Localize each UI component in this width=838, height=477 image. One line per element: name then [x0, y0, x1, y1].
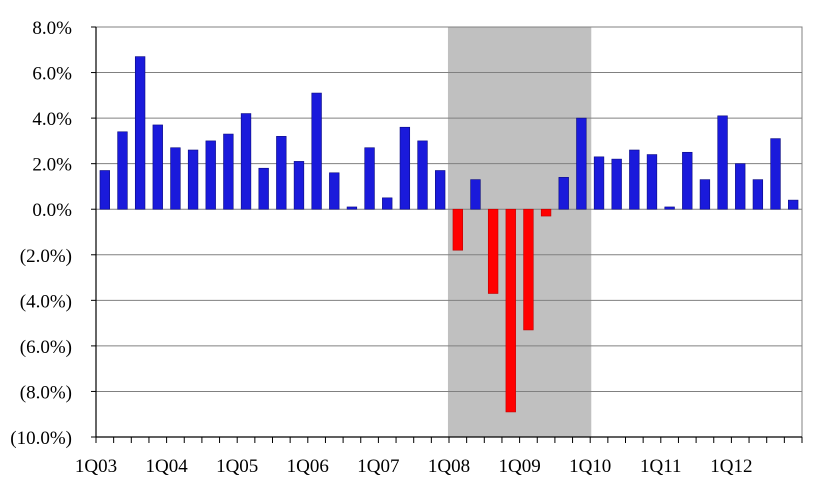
bar-3q11 — [699, 179, 711, 210]
bar-3q07 — [417, 140, 428, 210]
recession-shading — [447, 27, 592, 437]
bar-3q05 — [276, 136, 287, 210]
x-tick-label: 1Q06 — [287, 456, 329, 477]
bar-1q12 — [735, 163, 746, 210]
x-tick-label: 1Q04 — [145, 456, 188, 477]
bar-1q04 — [170, 147, 181, 210]
y-tick-label: (6.0%) — [20, 337, 72, 358]
y-tick-label: 2.0% — [32, 155, 72, 176]
bar-3q08 — [487, 208, 499, 294]
bar-3q06 — [346, 206, 358, 210]
x-tick-label: 1Q11 — [640, 456, 682, 477]
bar-1q03 — [99, 170, 110, 210]
bar-2q12 — [752, 179, 764, 210]
bar-3q10 — [629, 149, 640, 210]
x-tick-label: 1Q09 — [498, 456, 540, 477]
y-tick-labels: 8.0% 6.0% 4.0% 2.0% 0.0% (2.0%) (4.0%) (6.0%) (8… — [10, 18, 72, 449]
bar-1q06 — [311, 92, 322, 210]
x-tick-label: 1Q03 — [75, 456, 117, 477]
bar-2q05 — [258, 167, 269, 210]
bar-4q10 — [646, 154, 658, 210]
y-tick-label: (10.0%) — [10, 428, 72, 449]
bar-2q10 — [611, 158, 622, 210]
axes — [91, 26, 803, 443]
bars — [99, 56, 799, 413]
recession-shade-rect — [447, 27, 592, 437]
bar-2q09 — [540, 208, 552, 217]
y-tick-label: (2.0%) — [20, 246, 72, 267]
bar-2q08 — [470, 179, 481, 210]
bar-1q05 — [240, 113, 252, 210]
bar-2q07 — [399, 126, 411, 210]
bar-4q03 — [152, 124, 163, 210]
y-tick-label: (8.0%) — [20, 382, 72, 403]
bar-2q06 — [329, 172, 340, 210]
bar-2q11 — [682, 151, 693, 210]
bar-4q05 — [293, 161, 305, 210]
bar-3q09 — [558, 177, 569, 210]
x-tick-label: 1Q08 — [428, 456, 470, 477]
bar-3q04 — [205, 140, 216, 210]
bar-4q06 — [364, 147, 375, 210]
x-tick-label: 1Q05 — [216, 456, 258, 477]
y-tick-label: 0.0% — [32, 200, 72, 221]
bar-4q08 — [505, 208, 516, 413]
bar-4q04 — [223, 133, 234, 210]
bar-3q03 — [134, 56, 146, 210]
bar-4q09 — [576, 117, 587, 210]
y-tick-label: 4.0% — [32, 109, 72, 130]
y-tick-label: (4.0%) — [20, 291, 72, 312]
x-tick-label: 1Q07 — [357, 456, 399, 477]
y-tick-label: 8.0% — [32, 18, 72, 39]
bar-4q07 — [435, 170, 446, 210]
bar-1q09 — [523, 208, 534, 331]
bar-1q07 — [382, 197, 393, 210]
bar-1q10 — [593, 156, 605, 210]
bar-2q03 — [117, 131, 128, 210]
x-tick-label: 1Q10 — [569, 456, 611, 477]
bar-4q11 — [717, 115, 728, 210]
bar-1q08 — [452, 208, 463, 251]
bar-1q11 — [664, 206, 675, 210]
bar-3q12 — [770, 138, 781, 210]
bar-4q12 — [788, 199, 799, 210]
x-tick-label: 1Q12 — [710, 456, 752, 477]
bar-2q04 — [187, 149, 199, 210]
y-tick-label: 6.0% — [32, 64, 72, 85]
x-tick-labels: 1Q03 1Q04 1Q05 1Q06 1Q07 1Q08 1Q09 1Q10 1Q11 1Q12 — [75, 456, 753, 477]
